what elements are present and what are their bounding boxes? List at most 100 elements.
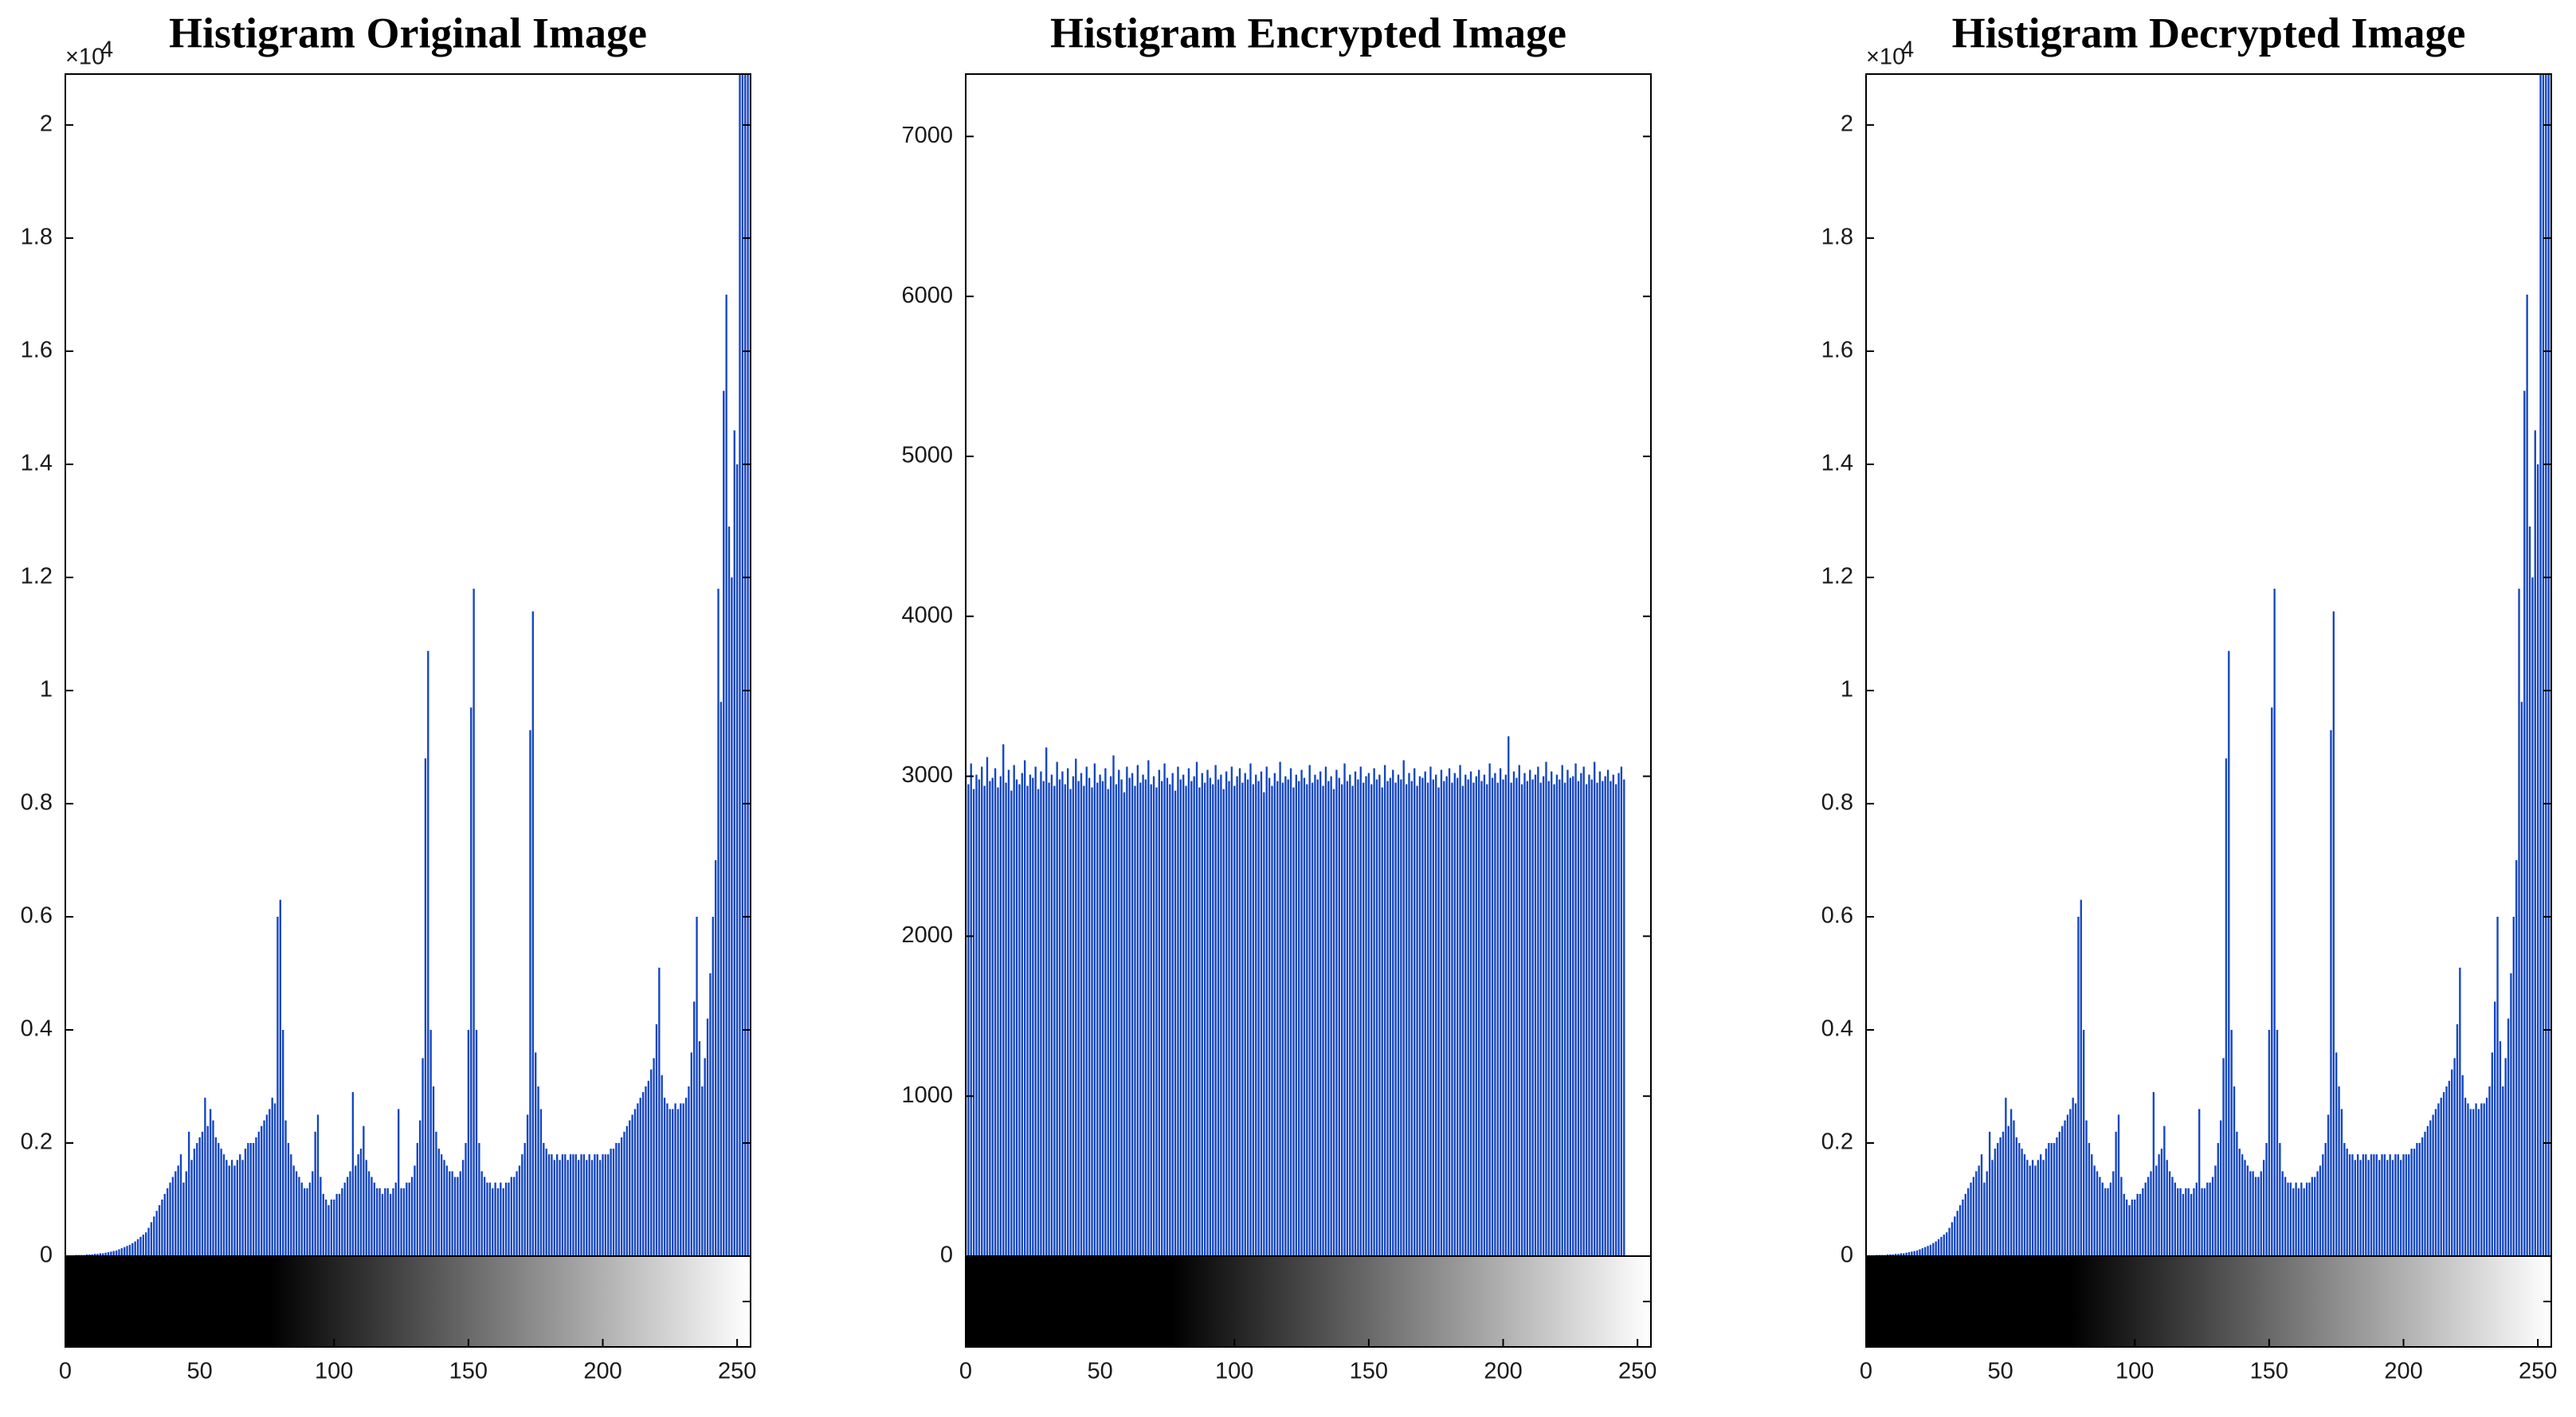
bar — [459, 1171, 461, 1256]
bar — [2389, 1154, 2391, 1256]
bar — [1032, 777, 1034, 1256]
bar — [1572, 776, 1574, 1256]
bar — [688, 1086, 690, 1256]
bar — [187, 1131, 190, 1256]
bar — [1354, 771, 1357, 1256]
bar — [1152, 776, 1155, 1256]
bar — [970, 763, 972, 1256]
bar — [153, 1216, 155, 1256]
bar — [2448, 1080, 2451, 1256]
bar — [2467, 1103, 2469, 1256]
bar — [308, 1182, 312, 1256]
bar — [371, 1176, 373, 1256]
bar — [1040, 771, 1042, 1256]
bar — [1520, 784, 1523, 1256]
bar — [2152, 1092, 2155, 1256]
bar — [437, 1149, 440, 1256]
bar — [1077, 781, 1080, 1256]
bar — [2203, 1188, 2206, 1256]
bar — [650, 1069, 653, 1256]
bar — [1195, 761, 1198, 1256]
bar — [1983, 1182, 1986, 1256]
y-tick-label: 0.4 — [21, 1016, 53, 1042]
x-tick-label: 250 — [2519, 1359, 2557, 1384]
bar — [2015, 1137, 2018, 1256]
bar — [2496, 916, 2499, 1256]
bar — [1943, 1235, 1945, 1256]
bar — [1937, 1239, 1940, 1256]
bar — [1464, 774, 1467, 1256]
bar — [193, 1149, 196, 1256]
histogram-panel: 0 0.2 0.4 0.6 0.8 1 1.2 1.4 1.6 1.8 2 ×104 Histigram… — [1821, 9, 2558, 1384]
bar — [1190, 781, 1193, 1256]
bar — [1107, 789, 1109, 1256]
bar — [1303, 777, 1306, 1256]
bar — [147, 1227, 150, 1256]
bar — [1612, 774, 1614, 1256]
bar — [1066, 768, 1069, 1256]
bar — [2386, 1160, 2389, 1256]
bar — [1472, 782, 1475, 1256]
bar — [1212, 784, 1214, 1256]
bar — [526, 1114, 529, 1256]
bar — [486, 1182, 488, 1256]
bar — [1566, 769, 1569, 1256]
bar — [1405, 784, 1408, 1256]
bar — [1924, 1247, 1927, 1256]
bar — [1606, 769, 1610, 1256]
bar — [1324, 766, 1327, 1256]
bar — [1026, 785, 1029, 1256]
bar — [1453, 773, 1456, 1256]
bar — [1590, 779, 1593, 1256]
bars — [966, 736, 1625, 1256]
bar — [2335, 1052, 2338, 1256]
bar — [1244, 773, 1246, 1256]
bar — [1072, 776, 1075, 1256]
bar — [2198, 1109, 2201, 1256]
bar — [1617, 773, 1620, 1256]
bar — [341, 1188, 343, 1256]
bar — [279, 899, 281, 1256]
bar — [602, 1154, 604, 1256]
bar — [174, 1171, 177, 1256]
bar — [633, 1109, 637, 1256]
bar — [698, 1041, 701, 1256]
bar — [1169, 784, 1171, 1256]
bar — [1136, 765, 1139, 1256]
bar — [1523, 773, 1526, 1256]
bar — [2421, 1137, 2424, 1256]
bar — [1088, 777, 1091, 1256]
bar — [731, 577, 733, 1256]
bar — [2179, 1188, 2182, 1256]
bar — [1563, 782, 1566, 1256]
bar — [333, 1199, 335, 1256]
bar — [384, 1188, 386, 1256]
bar — [1335, 769, 1338, 1256]
bar — [465, 1142, 467, 1256]
bar — [543, 1142, 545, 1256]
bar — [2056, 1137, 2058, 1256]
bar — [249, 1142, 252, 1256]
bar — [2279, 1142, 2281, 1256]
bar — [1042, 781, 1045, 1256]
bar — [1311, 782, 1314, 1256]
bar — [112, 1251, 115, 1256]
bar — [1970, 1182, 1972, 1256]
bar — [1203, 782, 1206, 1256]
bar — [182, 1182, 185, 1256]
bar — [2069, 1109, 2072, 1256]
bar — [2131, 1199, 2134, 1256]
bar — [2416, 1142, 2418, 1256]
bar — [2402, 1154, 2405, 1256]
bar — [2381, 1154, 2383, 1256]
bar — [1889, 1254, 1892, 1256]
bar — [118, 1249, 120, 1256]
bar — [1553, 784, 1555, 1256]
bar — [1551, 771, 1553, 1256]
bar — [1394, 782, 1397, 1256]
bar — [1461, 785, 1464, 1256]
bar — [273, 1103, 276, 1256]
bar — [2311, 1176, 2314, 1256]
bar — [674, 1103, 676, 1256]
bar — [161, 1199, 163, 1256]
